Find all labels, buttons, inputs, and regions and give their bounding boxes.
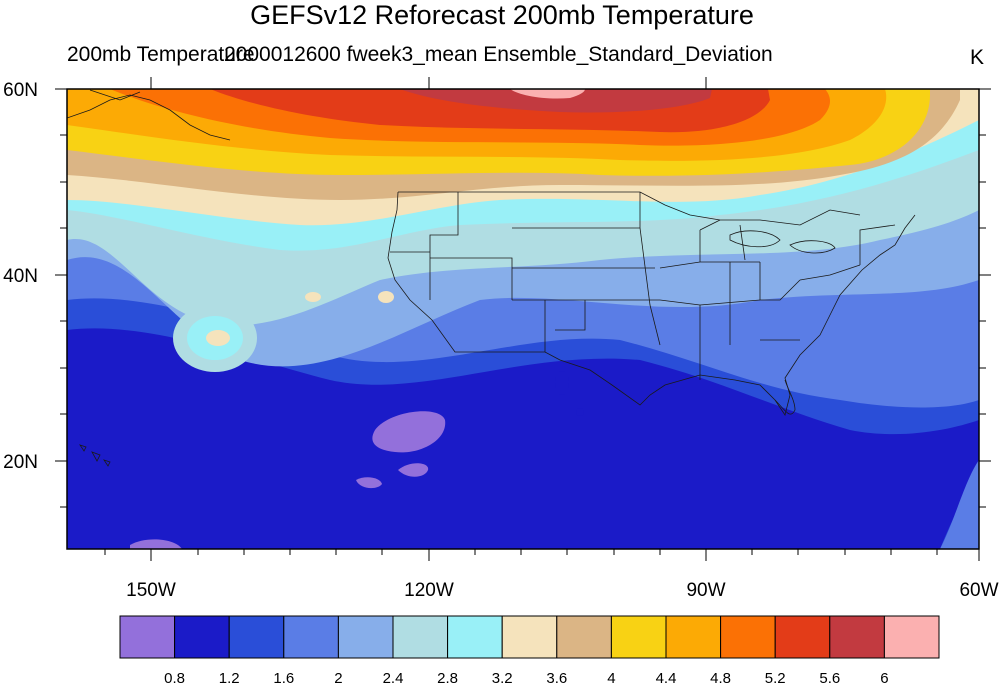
contour-field xyxy=(67,89,979,549)
colorbar-box xyxy=(283,615,339,659)
lat-label-40n: 40N xyxy=(3,266,38,287)
lon-label-120w: 120W xyxy=(404,580,454,601)
colorbar-box xyxy=(228,615,285,659)
lat-label-20n: 20N xyxy=(3,452,38,473)
map-outlines xyxy=(67,89,916,467)
colorbar-label: 1.2 xyxy=(219,670,240,684)
lon-label-150w: 150W xyxy=(126,580,176,601)
colorbar: 0.8 1.2 1.6 2 2.4 2.8 3.2 3.6 4 4.4 4.8 5.2 5.6 6 xyxy=(119,615,940,684)
colorbar-box xyxy=(337,615,394,659)
colorbar-label: 1.6 xyxy=(273,670,294,684)
left-subtitle: 200mb Temperature xyxy=(67,43,255,66)
colorbar-label: 2 xyxy=(334,670,342,684)
units-label: K xyxy=(969,46,984,69)
colorbar-label: 4 xyxy=(607,670,615,684)
colorbar-label: 5.2 xyxy=(765,670,786,684)
colorbar-box xyxy=(556,615,612,659)
colorbar-label: 4.4 xyxy=(656,670,677,684)
colorbar-label: 2.8 xyxy=(437,670,458,684)
map-frame xyxy=(66,88,980,550)
colorbar-label: 0.8 xyxy=(164,670,185,684)
lon-label-90w: 90W xyxy=(686,580,725,601)
center-subtitle: 2000012600 fweek3_mean Ensemble_Standard… xyxy=(224,43,773,66)
colorbar-box xyxy=(501,615,558,659)
colorbar-label: 3.2 xyxy=(492,670,513,684)
colorbar-box xyxy=(119,615,176,659)
lon-ticks xyxy=(104,77,980,561)
colorbar-box xyxy=(665,615,722,659)
colorbar-box xyxy=(610,615,667,659)
colorbar-box xyxy=(392,615,449,659)
lat-ticks xyxy=(55,88,991,508)
colorbar-box xyxy=(829,615,885,659)
plot-title: GEFSv12 Reforecast 200mb Temperature xyxy=(250,0,754,30)
colorbar-box xyxy=(447,615,503,659)
colorbar-box xyxy=(774,615,831,659)
colorbar-box xyxy=(174,615,230,659)
colorbar-label: 2.4 xyxy=(383,670,404,684)
colorbar-box xyxy=(883,615,940,659)
colorbar-label: 3.6 xyxy=(546,670,567,684)
colorbar-label: 5.6 xyxy=(819,670,840,684)
lon-label-60w: 60W xyxy=(959,580,998,601)
colorbar-label: 6 xyxy=(880,670,888,684)
lat-label-60n: 60N xyxy=(3,80,38,101)
colorbar-box xyxy=(720,615,776,659)
colorbar-label: 4.8 xyxy=(710,670,731,684)
